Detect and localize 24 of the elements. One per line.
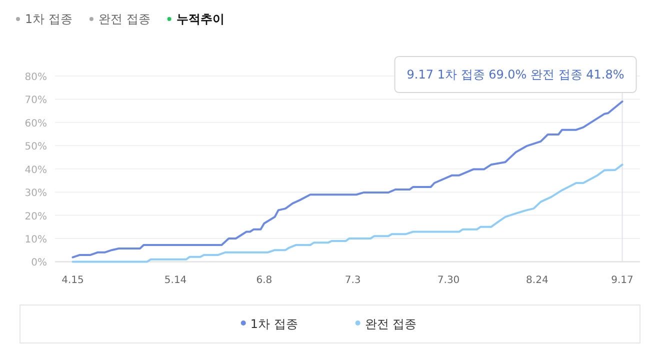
x-tick-label: 7.3 bbox=[344, 275, 361, 286]
y-tick-label: 10% bbox=[24, 234, 47, 246]
line-series bbox=[72, 100, 624, 258]
y-tick-label: 70% bbox=[24, 95, 47, 106]
x-tick-label: 9.17 bbox=[611, 275, 634, 286]
y-tick-label: 20% bbox=[24, 211, 47, 222]
y-tick-label: 60% bbox=[24, 118, 47, 130]
line-series bbox=[72, 164, 624, 263]
y-tick-label: 40% bbox=[24, 164, 47, 176]
y-tick-label: 80% bbox=[24, 72, 47, 83]
x-tick-label: 8.24 bbox=[526, 275, 548, 286]
x-tick-label: 4.15 bbox=[62, 275, 84, 286]
y-tick-label: 50% bbox=[24, 142, 47, 153]
text: 완전 접종 bbox=[98, 12, 150, 26]
annotation: 9.17 1차 접종 69.0% 완전 접종 41.8% bbox=[406, 68, 624, 82]
x-tick-label: 7.30 bbox=[437, 275, 460, 286]
text: 1차 접종 bbox=[25, 12, 72, 26]
legend-label: 1차 접종 bbox=[250, 317, 298, 331]
y-tick-label: 30% bbox=[24, 188, 47, 200]
legend-label: 완전 접종 bbox=[364, 317, 417, 331]
y-tick-label: 0% bbox=[31, 258, 47, 269]
x-tick-label: 5.14 bbox=[164, 275, 187, 286]
text: 누적추이 bbox=[176, 12, 224, 26]
x-tick-label: 6.8 bbox=[256, 275, 272, 286]
